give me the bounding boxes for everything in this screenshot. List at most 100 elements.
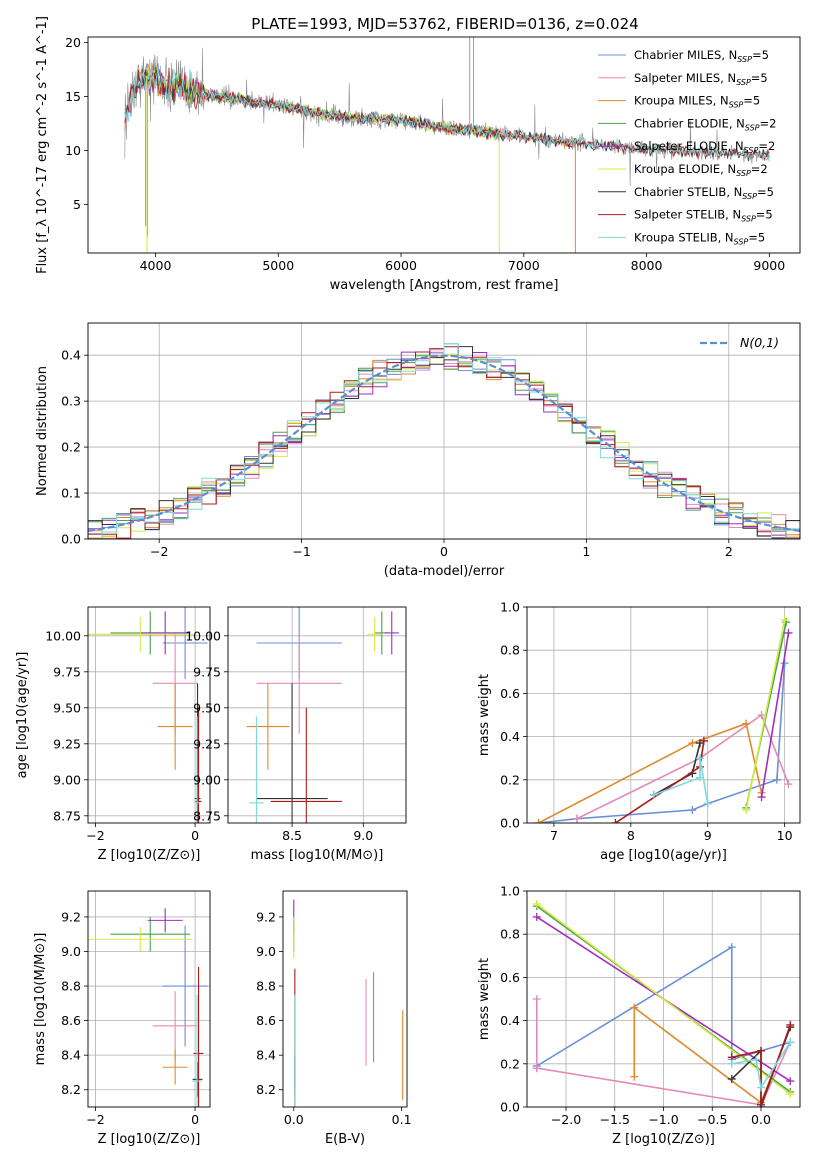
y-tick-label: 8.8	[61, 979, 81, 994]
legend-nssp-label: , N	[720, 71, 736, 85]
y-tick-label: 0.2	[500, 1056, 520, 1071]
legend-nssp-value: =2	[760, 116, 777, 130]
series-marker	[784, 628, 793, 637]
axes-frame	[526, 890, 801, 1108]
y-tick-label: 0.2	[61, 440, 81, 455]
legend-nssp-label: , N	[720, 162, 736, 176]
series-marker	[757, 1046, 765, 1055]
series-marker	[752, 1055, 761, 1064]
y-axis-label: Normed distribution	[35, 366, 50, 496]
x-axis-label: wavelength [Angstrom, rest frame]	[330, 278, 559, 293]
x-tick-label: 8.5	[282, 828, 302, 843]
y-tick-label: 0.6	[500, 686, 520, 701]
legend-entry: Salpeter ELODIE, NSSP=2	[634, 139, 775, 155]
series-marker	[784, 780, 793, 789]
series-marker	[786, 1038, 795, 1047]
legend-nssp-label: , N	[729, 116, 745, 130]
legend-nssp-label: , N	[718, 230, 734, 244]
y-tick-label: 8.2	[256, 1082, 276, 1097]
y-tick-label: 0.4	[61, 348, 81, 363]
series-marker	[772, 775, 781, 784]
y-tick-label: 8.75	[53, 808, 81, 823]
axes-residuals: −2 −1 0 1 2 0.0 0.1 0.2 0.3 0.4 (data-model)/error…	[35, 322, 801, 579]
legend-entry: Salpeter MILES, NSSP=5	[634, 71, 768, 87]
legend-subscript: SSP	[736, 169, 751, 178]
y-tick-label: 10	[65, 143, 81, 158]
figure-title: PLATE=1993, MJD=53762, FIBERID=0136, z=0…	[251, 15, 638, 33]
x-tick-label: −2	[86, 828, 104, 843]
x-tick-label: 9	[704, 828, 712, 843]
legend-entry: Kroupa ELODIE, NSSP=2	[634, 162, 768, 178]
x-tick-label: −2	[86, 1112, 104, 1127]
y-tick-label: 8.2	[61, 1082, 81, 1097]
y-tick-label: 8.4	[256, 1048, 276, 1063]
x-tick-label: 10	[777, 828, 793, 843]
axes-frame	[87, 890, 211, 1108]
x-axis-label: mass [log10(M/M⊙)]	[251, 848, 384, 863]
y-axis-label: age [log10(age/yr)]	[15, 652, 30, 779]
y-tick-label: 15	[65, 89, 81, 104]
axes-weight-vs-age: 7 8 9 10 0.0 0.2 0.4 0.6 0.8 1.0 age [log10(age/yr…	[477, 600, 801, 863]
x-tick-label: −1.0	[648, 1112, 678, 1127]
x-axis-label: E(B-V)	[325, 1132, 365, 1147]
plot-area-residuals	[88, 343, 800, 539]
legend-entry: N(0,1)	[740, 335, 779, 350]
series-marker	[757, 711, 766, 719]
legend-nssp-value: =5	[757, 185, 774, 199]
series-line	[745, 619, 786, 811]
x-tick-label: 2	[725, 544, 733, 559]
series-marker	[532, 995, 541, 1003]
histogram-step	[88, 343, 800, 539]
x-tick-label: 7	[550, 828, 558, 843]
y-tick-label: 9.50	[193, 700, 221, 715]
axes-frame	[87, 606, 211, 824]
x-tick-label: 1	[582, 544, 590, 559]
series-marker	[786, 1090, 795, 1099]
legend-model-name: Chabrier STELIB	[634, 185, 726, 199]
y-tick-label: 10.00	[185, 628, 221, 643]
series-marker	[727, 1059, 736, 1068]
series-marker	[688, 739, 697, 748]
y-tick-label: 0.8	[500, 643, 520, 658]
x-tick-label: 0.0	[284, 1112, 304, 1127]
series-line	[731, 1041, 791, 1090]
legend-subscript: SSP	[737, 55, 752, 64]
legend-entry: Chabrier MILES, NSSP=5	[634, 48, 769, 64]
legend-subscript: SSP	[742, 192, 757, 201]
legend-nssp-value: =5	[756, 208, 773, 222]
legend-entry: Kroupa MILES, NSSP=5	[634, 94, 760, 110]
legend-subscript: SSP	[744, 146, 759, 155]
y-tick-label: 8.8	[256, 979, 276, 994]
x-tick-label: −0.5	[697, 1112, 727, 1127]
x-axis-label: (data-model)/error	[384, 564, 505, 579]
series-marker	[703, 799, 712, 808]
y-tick-label: 0.3	[61, 394, 81, 409]
series-marker	[742, 719, 751, 728]
x-tick-label: −1.5	[600, 1112, 630, 1127]
y-tick-label: 0.6	[500, 970, 520, 985]
y-tick-label: 9.25	[193, 736, 221, 751]
y-tick-label: 0.0	[500, 1100, 520, 1115]
y-tick-label: 0.2	[500, 772, 520, 787]
x-tick-label: −2	[150, 544, 168, 559]
x-tick-label: 9.0	[353, 828, 373, 843]
legend-nssp-label: , N	[725, 208, 741, 222]
y-axis-label: mass weight	[477, 958, 492, 1040]
model-spectrum-kroupa-stelib	[124, 66, 770, 162]
series-marker	[532, 899, 541, 908]
series-line	[576, 713, 790, 820]
y-tick-label: 9.25	[53, 736, 81, 751]
legend-nssp-label: , N	[721, 48, 737, 62]
x-tick-label: 8	[627, 828, 635, 843]
x-tick-label: 9000	[753, 258, 785, 273]
x-tick-label: 0	[191, 1112, 199, 1127]
legend-nssp-value: =5	[752, 48, 769, 62]
y-tick-label: 9.75	[193, 664, 221, 679]
series-marker	[649, 790, 658, 799]
legend-model-name: Kroupa MILES	[634, 94, 713, 108]
series-line	[538, 722, 763, 823]
plot-area-weight-vs-age	[534, 615, 793, 823]
series-line	[653, 758, 709, 804]
x-axis-label: Z [log10(Z/Z⊙)]	[98, 1132, 201, 1147]
